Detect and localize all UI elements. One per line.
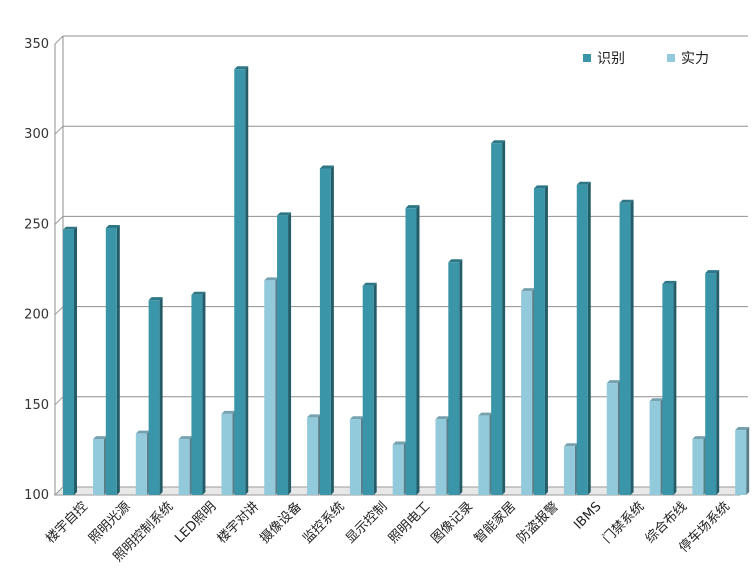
bar-series-1: [448, 259, 463, 495]
x-category-label: 智能家居: [471, 499, 519, 547]
bar-series-2: [606, 380, 621, 495]
x-category-label: 楼宇对讲: [215, 499, 262, 546]
bar-series-1: [405, 205, 420, 495]
gridline-depth: [54, 306, 64, 315]
bar-series-2: [735, 427, 750, 495]
bar-series-2: [521, 288, 536, 495]
bar-series-1: [63, 226, 77, 495]
bar-series-2: [307, 414, 322, 495]
bar-series-2: [178, 436, 193, 495]
x-category-label: 门禁系统: [600, 499, 647, 546]
legend: 识别 实力: [583, 51, 709, 67]
gridline-depth: [54, 125, 64, 135]
bar-series-1: [533, 185, 548, 495]
y-tick-label: 350: [24, 37, 49, 52]
bar-series-1: [277, 212, 292, 495]
x-category-label: 摄像设备: [257, 499, 305, 547]
gridline-depth: [54, 396, 64, 406]
bar-series-2: [649, 398, 664, 495]
bar-series-1: [319, 165, 334, 495]
bar-series-1: [662, 280, 677, 495]
legend-label: 实力: [681, 51, 709, 67]
bar-series-1: [576, 181, 591, 495]
bar-series-2: [435, 416, 450, 495]
bar-series-2: [478, 412, 493, 495]
y-tick-label: 300: [24, 127, 49, 142]
bars: [63, 66, 750, 496]
legend-label: 识别: [597, 51, 625, 67]
x-category-label: 显示控制: [343, 499, 390, 546]
y-tick-label: 100: [24, 488, 49, 503]
bar-series-2: [264, 277, 279, 495]
gridline-depth: [54, 35, 64, 45]
x-category-label: 楼宇自控: [43, 499, 90, 546]
x-category-label: IBMS: [571, 499, 604, 532]
bar-series-1: [619, 199, 634, 495]
bar-series-1: [491, 140, 506, 495]
bar-series-1: [234, 66, 249, 496]
bar-series-2: [221, 410, 236, 495]
bar-series-2: [93, 436, 107, 495]
bar-series-2: [692, 436, 707, 495]
bar-series-2: [349, 416, 364, 495]
x-category-label: 防盗报警: [514, 499, 562, 547]
x-category-labels: 楼宇自控照明光源照明控制系统LED照明楼宇对讲摄像设备监控系统显示控制照明电工图…: [43, 499, 733, 565]
bar-series-2: [392, 441, 407, 495]
bar-series-1: [105, 225, 120, 495]
y-tick-label: 200: [24, 308, 49, 323]
x-category-label: 监控系统: [300, 499, 347, 546]
bar-series-2: [135, 430, 150, 495]
x-category-label: 图像记录: [429, 499, 476, 546]
bar-series-1: [148, 297, 163, 495]
x-category-label: LED照明: [172, 499, 219, 546]
gridline-depth: [54, 216, 64, 225]
bar-series-1: [191, 291, 206, 495]
y-tick-labels: 100 150 200 250 300 350: [24, 37, 49, 503]
x-category-label: 照明电工: [386, 499, 433, 546]
legend-swatch: [583, 54, 591, 62]
legend-swatch: [667, 54, 675, 62]
bar-series-1: [362, 282, 377, 495]
bar-series-2: [563, 443, 578, 495]
y-tick-label: 150: [24, 398, 49, 413]
y-tick-label: 250: [24, 217, 49, 232]
bar-series-1: [705, 270, 720, 495]
